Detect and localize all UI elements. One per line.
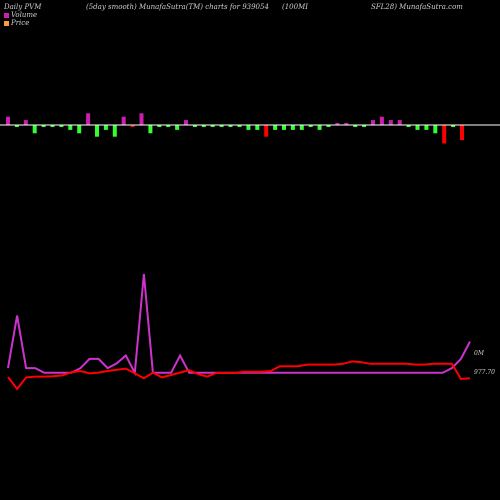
volume-bar (166, 125, 171, 127)
volume-bar (68, 125, 73, 130)
volume-bar (246, 125, 251, 130)
volume-bar (317, 125, 322, 130)
legend-volume: Volume (4, 11, 37, 19)
volume-bar (308, 125, 313, 127)
volume-bar (282, 125, 286, 130)
volume-bar (460, 125, 464, 141)
volume-bar (184, 120, 188, 125)
legend-price-label: Price (11, 19, 30, 27)
legend-volume-label: Volume (11, 11, 38, 19)
volume-bar (112, 125, 117, 137)
legend-volume-swatch (4, 12, 9, 18)
volume-bar (192, 125, 197, 127)
legend-price-swatch (4, 20, 9, 26)
volume-bar (41, 125, 46, 127)
volume-bar (201, 125, 206, 127)
volume-bar (255, 125, 260, 130)
volume-bar (344, 123, 349, 125)
legend-price: Price (4, 19, 29, 27)
volume-bar (210, 125, 215, 127)
volume-bar (273, 125, 278, 130)
volume-bar (139, 113, 144, 125)
volume-bar (353, 125, 358, 127)
volume-bar (23, 120, 28, 125)
chart-subtitle-left: Daily PVM (4, 3, 42, 11)
volume-bar (103, 125, 108, 130)
volume-bar (157, 125, 162, 127)
volume-bar (442, 125, 447, 144)
volume-bar (59, 125, 64, 127)
volume-bar (32, 125, 37, 134)
volume-bar (130, 125, 135, 127)
volume-bar (290, 125, 295, 130)
chart-ticker: (100MI (282, 3, 309, 11)
volume-bar (50, 125, 55, 127)
price-value-label: 977.70 (474, 369, 495, 376)
volume-bar (14, 125, 19, 127)
volume-bar (451, 125, 456, 127)
volume-bar (228, 125, 233, 127)
volume-bar (406, 125, 411, 127)
volume-line (7, 273, 471, 377)
volume-bar (237, 125, 242, 127)
price-line (7, 360, 471, 391)
volume-bar (121, 116, 126, 125)
volume-bar (175, 125, 180, 130)
volume-bar (299, 125, 304, 130)
volume-bar (86, 113, 91, 125)
volume-bar (397, 120, 402, 125)
volume-bar (433, 125, 438, 134)
volume-bar (77, 125, 82, 134)
volume-bar (219, 125, 224, 127)
volume-end-label: 0M (474, 350, 485, 357)
volume-bars (6, 113, 464, 144)
volume-bar (415, 125, 420, 130)
volume-bar (424, 125, 429, 130)
volume-bar (388, 120, 393, 125)
chart-source: SFL28) MunafaSutra.com (371, 3, 463, 11)
volume-bar (379, 116, 384, 125)
volume-bar (264, 125, 269, 137)
volume-bar (95, 125, 99, 137)
volume-bar (335, 123, 340, 125)
volume-bar (6, 116, 10, 125)
volume-bar (148, 125, 153, 134)
volume-bar (362, 125, 367, 127)
chart-title: (5day smooth) MunafaSutra(TM) charts for… (86, 3, 269, 11)
volume-bar (371, 120, 375, 125)
volume-bar (326, 125, 331, 127)
